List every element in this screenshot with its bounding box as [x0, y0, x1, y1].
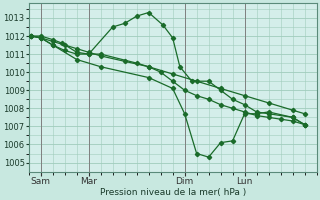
X-axis label: Pression niveau de la mer( hPa ): Pression niveau de la mer( hPa ): [100, 188, 246, 197]
